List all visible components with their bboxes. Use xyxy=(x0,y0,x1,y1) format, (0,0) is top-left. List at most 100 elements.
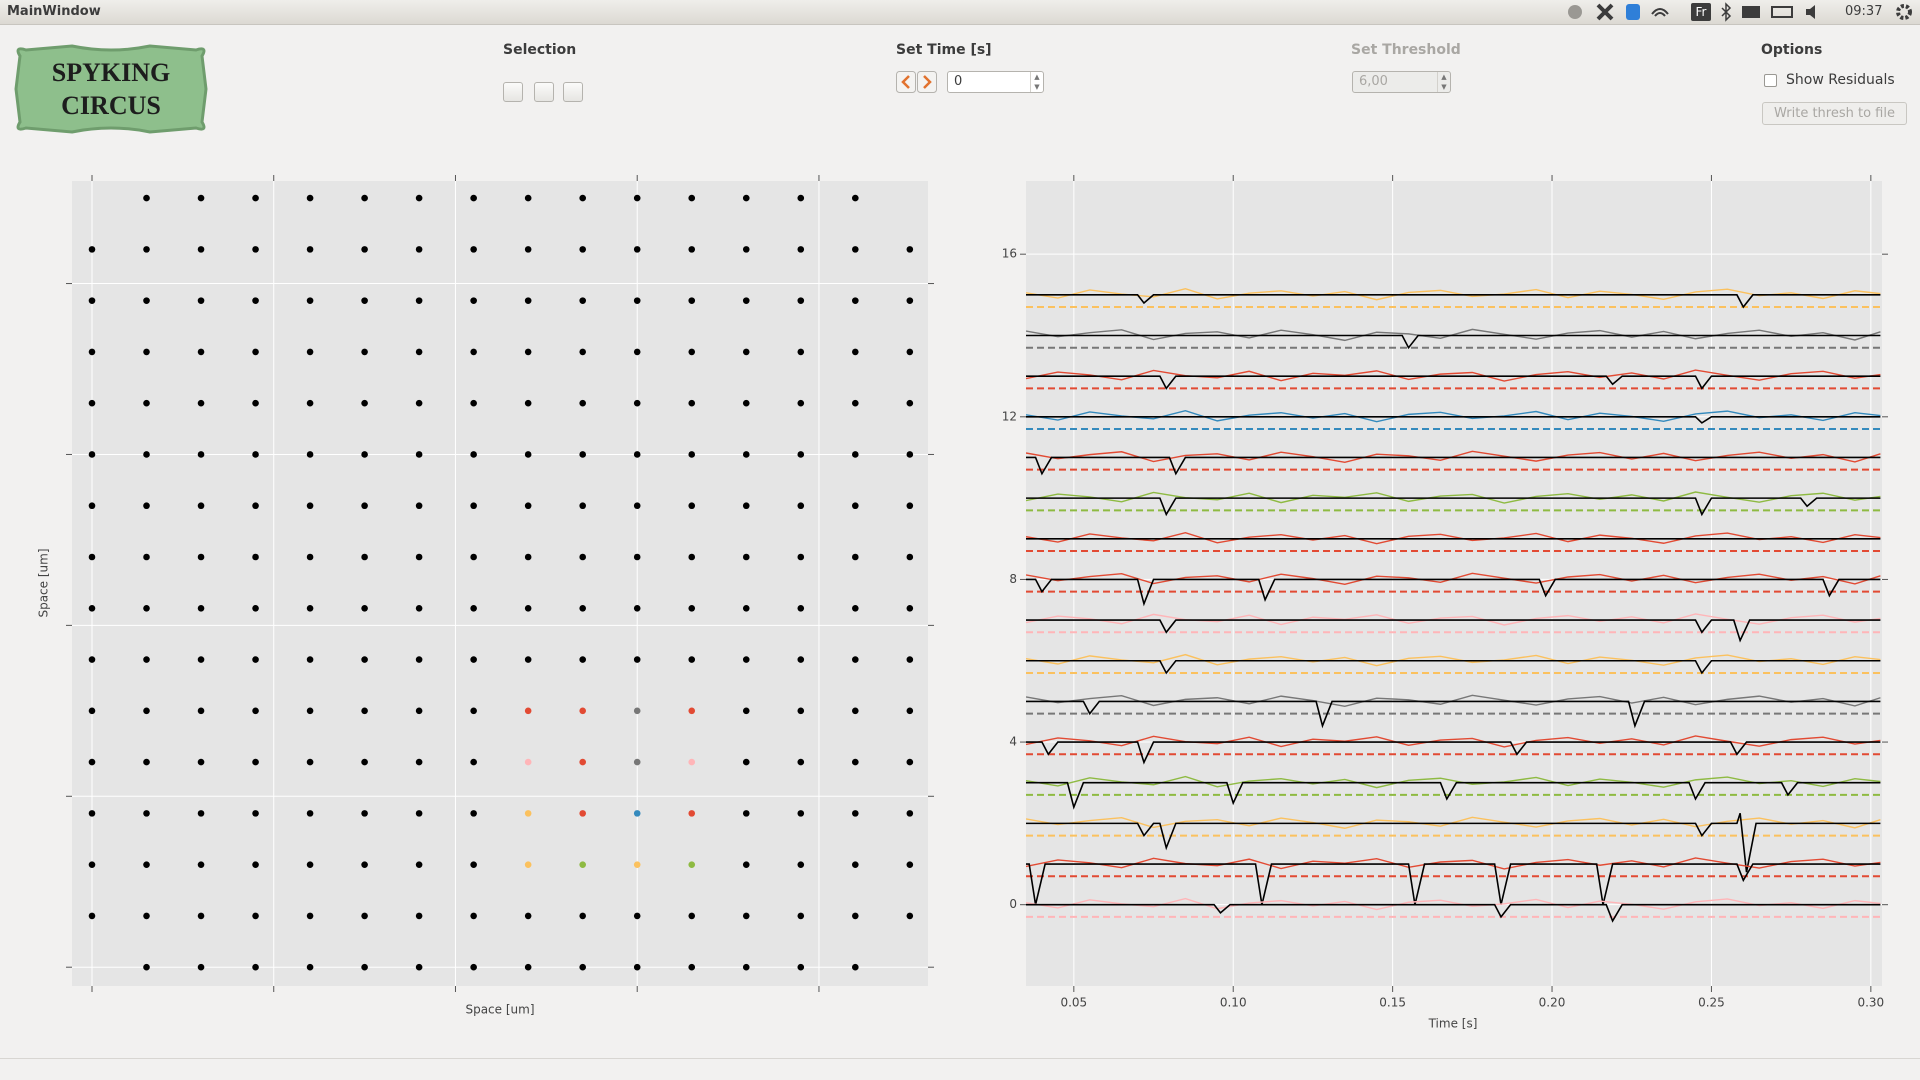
prev-button[interactable] xyxy=(896,71,916,93)
electrode-dot xyxy=(742,194,750,202)
electrode-dot xyxy=(361,810,368,817)
icon xyxy=(1626,4,1640,20)
electrode-dot xyxy=(688,451,696,458)
electrode-dot xyxy=(906,553,914,561)
electrode-dot xyxy=(143,399,150,407)
electrode-dot xyxy=(415,861,423,868)
electrode-dot xyxy=(852,861,859,868)
electrode-dot xyxy=(742,553,750,561)
time-spinbox[interactable]: 0 ▲ ▼ xyxy=(947,71,1044,93)
electrode-dot xyxy=(143,656,150,663)
electrode-dot xyxy=(88,451,96,458)
electrode-dot xyxy=(361,451,368,458)
fit-trace xyxy=(1026,497,1881,517)
raw-trace xyxy=(1026,775,1881,789)
electrode-dot xyxy=(470,194,477,202)
electrode-dot xyxy=(252,502,259,510)
residuals-checkbox[interactable] xyxy=(1764,74,1777,87)
electrode-dot xyxy=(306,246,314,253)
raw-trace xyxy=(1026,369,1881,382)
electrode-dot xyxy=(88,810,96,817)
electrode-dot xyxy=(470,553,477,561)
electrode-dot xyxy=(252,758,259,766)
time-step-buttons[interactable] xyxy=(896,71,938,93)
fit-trace xyxy=(1026,578,1881,607)
raw-trace xyxy=(1026,735,1881,748)
electrode-dot xyxy=(633,758,641,766)
electrode-dot xyxy=(361,399,368,407)
electrode-dot xyxy=(688,246,696,253)
threshold-spinbox: 6,00 ▲ ▼ xyxy=(1352,71,1451,93)
raw-trace xyxy=(1026,328,1881,342)
electrode-dot xyxy=(524,194,532,202)
electrode-dot xyxy=(470,963,477,971)
electrode-dot xyxy=(415,348,423,356)
electrode-dot xyxy=(197,810,205,817)
next-button[interactable] xyxy=(917,71,937,93)
y-axis-label: Space [um] xyxy=(37,548,51,617)
electrode-dot xyxy=(143,194,150,202)
electrode-dot xyxy=(742,810,750,817)
electrode-dot xyxy=(361,861,368,868)
electrode-dot xyxy=(88,912,96,920)
electrode-dot xyxy=(252,399,259,407)
electrode-dot xyxy=(306,963,314,971)
electrode-dot xyxy=(306,348,314,356)
electrode-dot xyxy=(361,297,368,304)
rect-button[interactable] xyxy=(534,82,554,102)
electrode-dot xyxy=(579,810,586,817)
electrode-dot xyxy=(797,194,805,202)
electrode-dot xyxy=(470,348,477,356)
logo-text: SPYKING xyxy=(52,58,170,87)
electrode-dot xyxy=(524,297,532,304)
electrode-dot xyxy=(906,246,914,253)
electrode-dot xyxy=(252,656,259,663)
logo-badge xyxy=(14,44,208,134)
electrode-dot xyxy=(306,553,314,561)
electrode-dot xyxy=(524,246,532,253)
electrode-dot xyxy=(688,348,696,356)
electrode-dot xyxy=(906,604,914,612)
y-tick-label: 0 xyxy=(1009,897,1017,911)
electrode-dot xyxy=(197,451,205,458)
electrode-dot xyxy=(252,553,259,561)
electrode-dot xyxy=(633,451,641,458)
electrode-dot xyxy=(306,502,314,510)
window-title: MainWindow xyxy=(7,4,101,19)
clock: 09:37 xyxy=(1845,4,1883,19)
picker-button[interactable] xyxy=(563,82,583,102)
electrode-dot xyxy=(88,348,96,356)
electrode-dot xyxy=(906,758,914,766)
lasso-button[interactable] xyxy=(503,82,523,102)
electrode-dot xyxy=(797,963,805,971)
electrode-dot xyxy=(306,656,314,663)
electrode-dot xyxy=(742,707,750,715)
electrode-dot xyxy=(306,451,314,458)
x-axis-label: Space [um] xyxy=(465,1003,534,1017)
spin-arrows[interactable]: ▲ ▼ xyxy=(1030,72,1043,92)
electrode-dot xyxy=(906,861,914,868)
checkbox-label[interactable]: Show Residuals xyxy=(1786,72,1895,88)
electrode-dot xyxy=(197,912,205,920)
electrode-dot xyxy=(361,656,368,663)
electrode-dot xyxy=(252,348,259,356)
keyboard-indicator[interactable]: Fr xyxy=(1691,3,1711,21)
raw-trace xyxy=(1026,491,1881,504)
electrode-dot xyxy=(143,912,150,920)
plot-background xyxy=(72,181,928,986)
electrode-dot xyxy=(797,502,805,510)
electrode-dot xyxy=(797,861,805,868)
raw-trace xyxy=(1026,653,1881,667)
electrode-dot xyxy=(852,502,859,510)
gear-icon[interactable] xyxy=(1894,2,1914,22)
icon xyxy=(1806,5,1815,19)
electrode-dot xyxy=(361,912,368,920)
electrode-dot xyxy=(579,194,586,202)
electrode-dot xyxy=(797,758,805,766)
electrode-dot xyxy=(361,348,368,356)
electrode-dot xyxy=(633,553,641,561)
electrode-dot xyxy=(906,451,914,458)
electrode-dot xyxy=(742,963,750,971)
electrode-dot xyxy=(633,297,641,304)
